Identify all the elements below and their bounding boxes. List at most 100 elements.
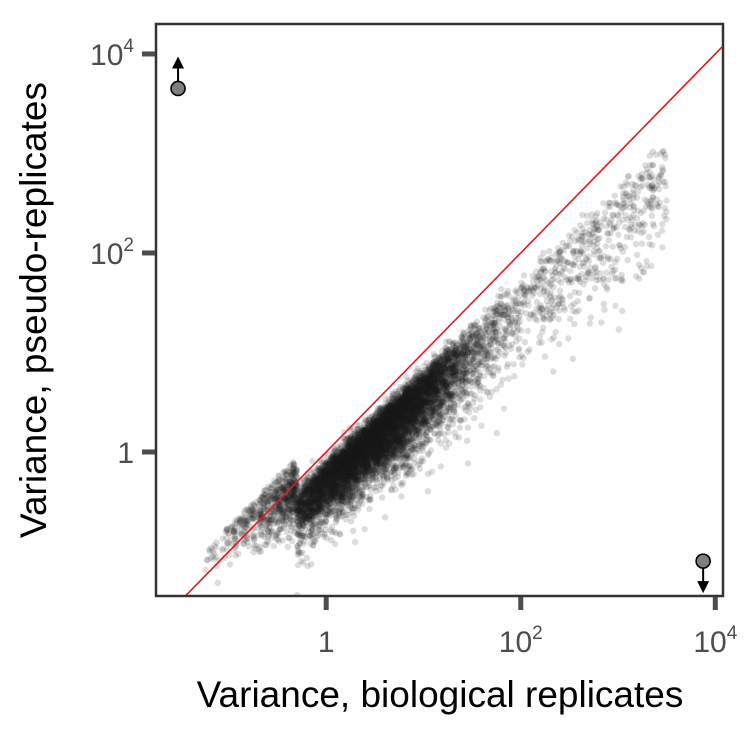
data-point — [389, 437, 397, 444]
data-point — [415, 425, 423, 432]
data-point — [341, 464, 349, 471]
data-point — [324, 467, 332, 474]
data-point — [310, 487, 317, 494]
data-point — [289, 484, 296, 491]
data-point — [424, 422, 431, 429]
data-point — [491, 363, 498, 370]
data-point — [390, 427, 397, 434]
data-point — [306, 495, 313, 502]
data-point — [374, 442, 381, 450]
data-point — [357, 451, 364, 459]
data-point — [431, 386, 438, 393]
data-point — [353, 434, 361, 442]
data-point — [242, 520, 249, 527]
data-point — [477, 387, 484, 394]
data-point — [455, 384, 462, 392]
data-point — [345, 506, 352, 514]
data-point — [370, 416, 378, 423]
data-point — [363, 467, 370, 474]
data-point — [372, 421, 379, 428]
data-point — [428, 407, 435, 414]
data-point — [329, 453, 336, 460]
data-point — [336, 477, 344, 484]
data-point — [336, 488, 343, 495]
data-point — [332, 492, 339, 500]
data-point — [590, 221, 598, 228]
data-point — [525, 288, 533, 295]
data-point — [309, 482, 316, 489]
data-point — [323, 493, 331, 500]
data-point — [349, 448, 356, 455]
data-point — [457, 397, 464, 404]
data-point — [294, 503, 301, 510]
data-point — [452, 359, 459, 367]
data-point — [448, 381, 455, 388]
data-point — [493, 386, 500, 393]
data-point — [325, 469, 332, 476]
data-point — [387, 401, 394, 409]
data-point — [310, 490, 317, 497]
data-point — [394, 428, 401, 436]
data-point — [605, 237, 612, 244]
data-point — [310, 522, 317, 529]
data-point — [348, 469, 355, 477]
data-point — [361, 456, 368, 463]
data-point — [570, 248, 577, 256]
data-point — [368, 447, 375, 454]
data-point — [278, 485, 286, 492]
data-point — [419, 447, 426, 454]
data-point — [330, 457, 337, 465]
data-point — [400, 411, 407, 418]
data-point — [425, 376, 432, 383]
data-point — [477, 343, 484, 351]
data-point — [325, 477, 332, 484]
data-point — [478, 422, 485, 429]
data-point — [348, 441, 356, 448]
data-point — [646, 168, 653, 176]
data-point — [618, 277, 625, 284]
data-point — [283, 514, 290, 521]
data-point — [364, 440, 371, 447]
data-point — [393, 423, 401, 431]
data-point — [352, 438, 360, 446]
data-point — [305, 495, 313, 502]
data-point — [314, 490, 321, 497]
data-point — [315, 466, 322, 473]
data-point — [361, 462, 368, 470]
data-point — [279, 478, 286, 485]
data-point — [401, 402, 409, 410]
data-point — [345, 464, 352, 471]
data-point — [331, 463, 338, 470]
data-point — [393, 408, 400, 415]
data-point — [641, 196, 649, 203]
data-point — [438, 367, 445, 374]
data-point — [312, 478, 319, 485]
data-point — [319, 505, 327, 513]
data-point — [394, 406, 401, 414]
data-point — [276, 482, 283, 489]
data-point — [363, 428, 370, 435]
data-point — [446, 371, 453, 378]
data-point — [318, 475, 325, 482]
data-point — [341, 469, 349, 476]
data-point — [406, 417, 413, 424]
data-point — [406, 463, 413, 470]
data-point — [342, 446, 350, 454]
data-point — [379, 432, 386, 439]
data-point — [411, 401, 418, 408]
data-point — [310, 486, 317, 494]
data-point — [497, 300, 505, 307]
data-point — [379, 412, 386, 419]
data-point — [413, 431, 420, 438]
data-point — [386, 423, 393, 430]
data-point — [394, 413, 402, 420]
data-point — [404, 398, 412, 405]
data-point — [331, 456, 338, 463]
data-point — [373, 440, 380, 448]
data-point — [389, 406, 397, 413]
data-point — [394, 407, 402, 414]
data-point — [388, 415, 395, 422]
data-point — [382, 416, 389, 423]
data-point — [346, 449, 353, 457]
data-point — [219, 546, 226, 554]
